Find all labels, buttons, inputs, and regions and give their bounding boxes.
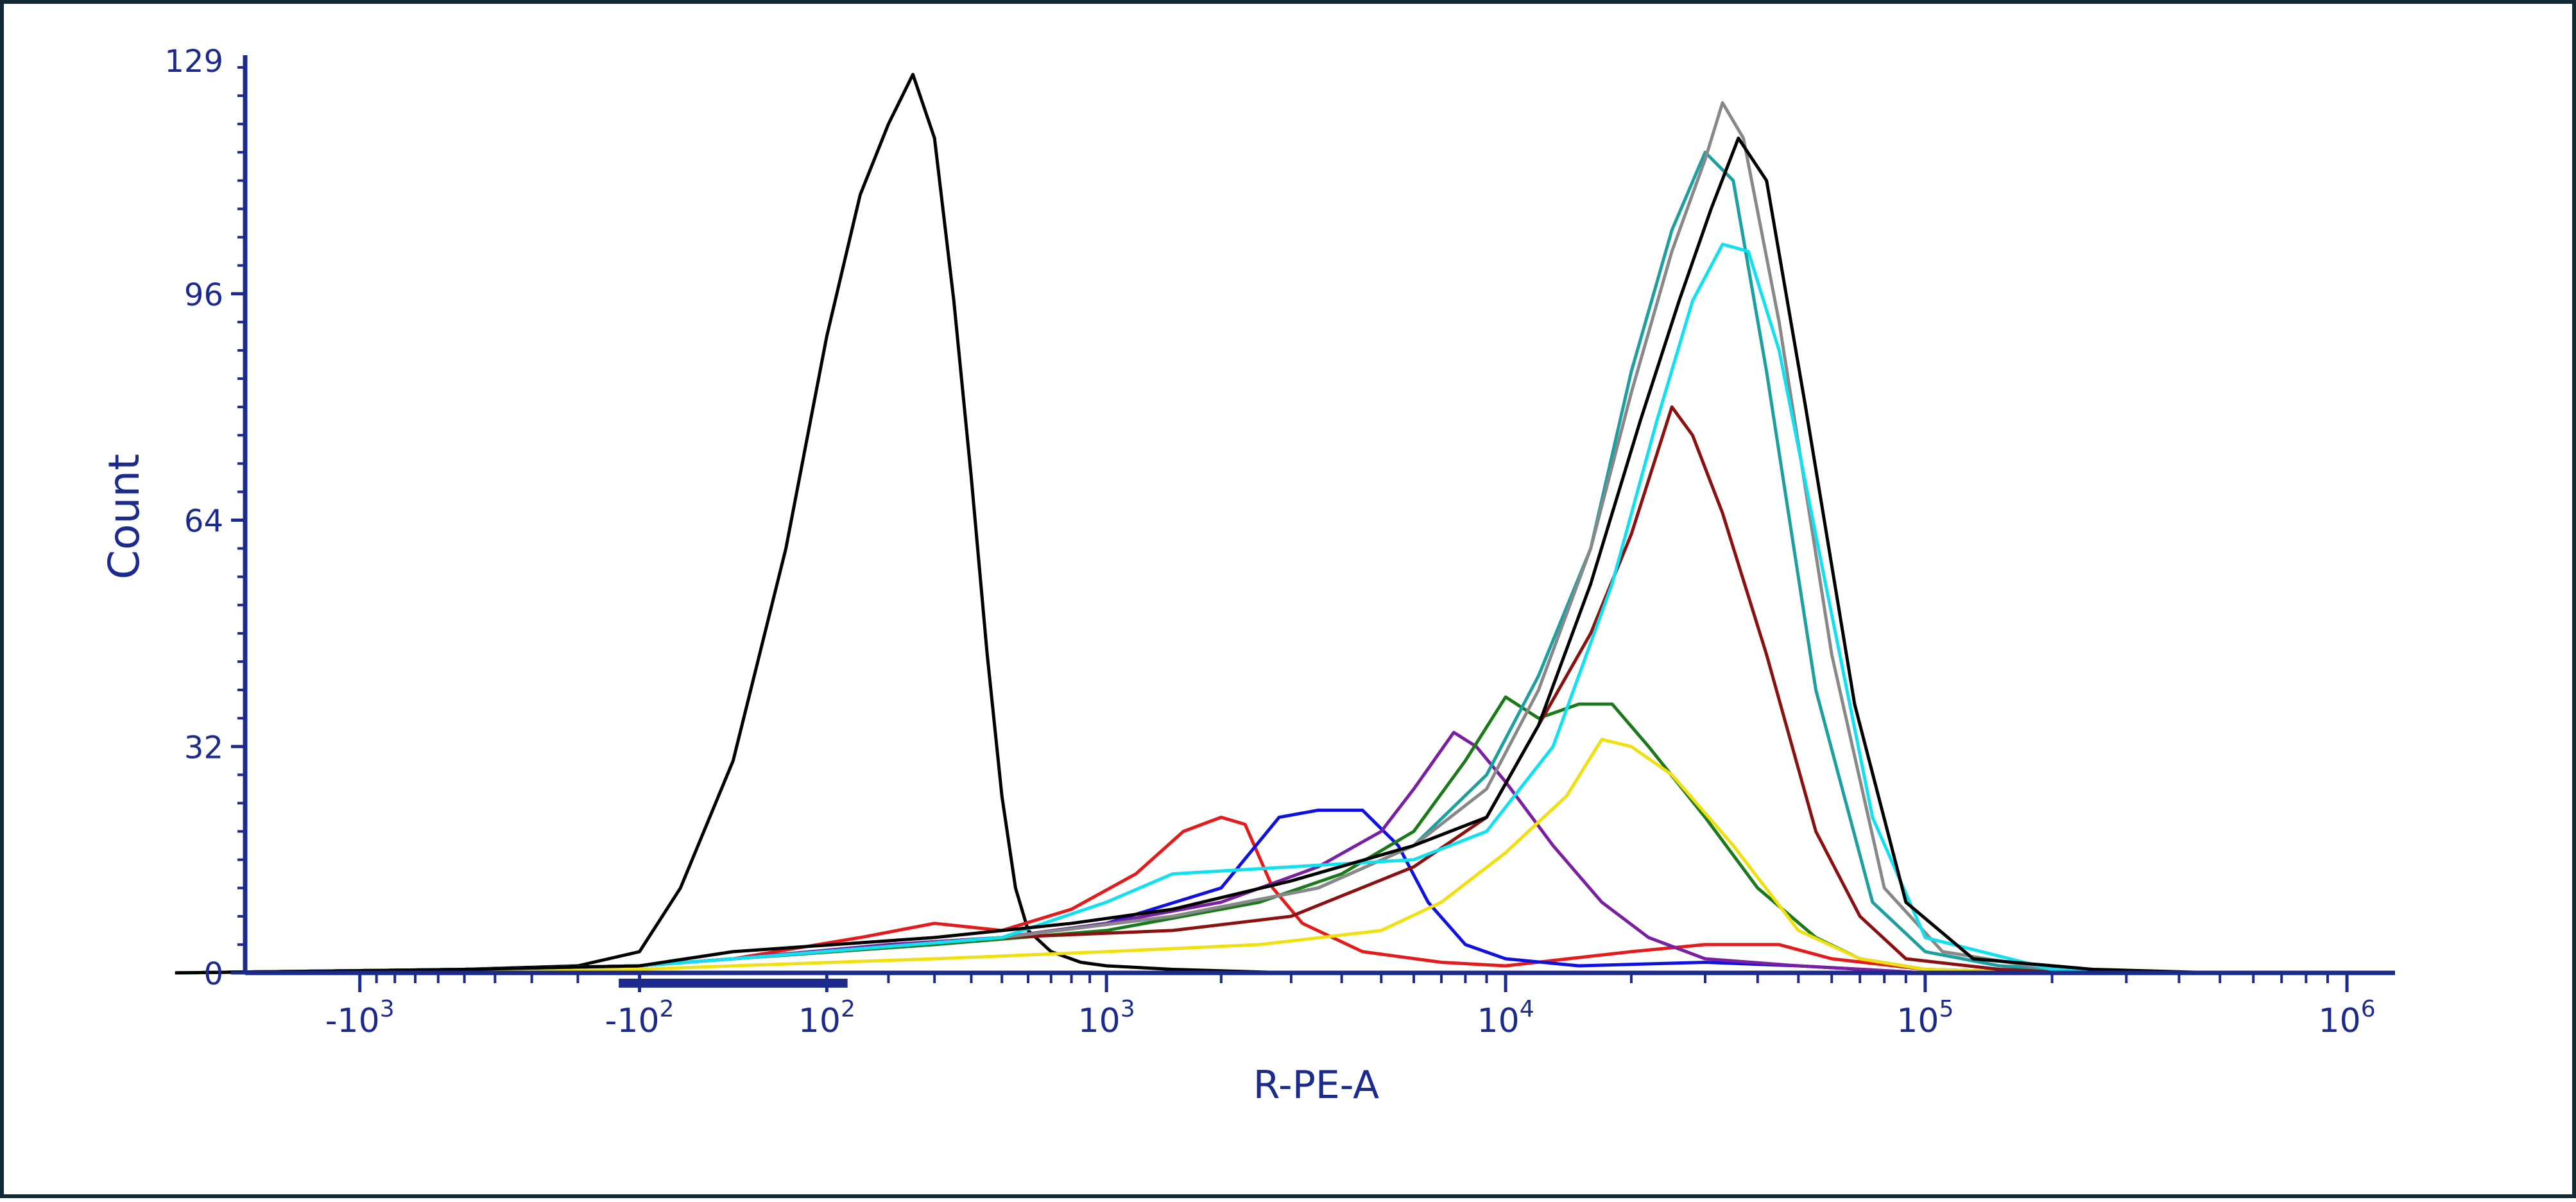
histogram-chart: 0 32 64 96 129 -103 -102 102 103 104 105 106 Count…	[99, 44, 2395, 1108]
series-line-11	[175, 136, 2220, 975]
y-axis-label: Count	[99, 454, 149, 580]
series-line-10	[175, 243, 2179, 975]
y-tick-label: 0	[203, 956, 223, 992]
y-tick-label: 32	[184, 730, 223, 766]
y-ticks: 0 32 64 96 129	[164, 44, 245, 992]
x-tick-label: 105	[1896, 996, 1953, 1040]
x-tick-label: 102	[798, 996, 855, 1040]
series-line-1	[175, 73, 1291, 975]
y-tick-label: 96	[184, 277, 223, 313]
x-tick-label: -102	[605, 996, 674, 1040]
y-tick-label: 129	[164, 44, 223, 80]
x-tick-label: -103	[325, 996, 395, 1040]
axis-layer: 0 32 64 96 129 -103 -102 102 103 104 105 106	[164, 44, 2395, 1040]
x-tick-label: 106	[2319, 996, 2376, 1040]
x-axis-label: R-PE-A	[1253, 1063, 1379, 1108]
series-line-7	[175, 405, 2127, 975]
series-line-8	[175, 150, 2127, 975]
series-line-6	[175, 737, 2052, 975]
series-layer	[175, 73, 2220, 975]
x-tick-label: 104	[1477, 996, 1534, 1040]
x-tick-label: 103	[1078, 996, 1135, 1040]
series-line-9	[175, 101, 2179, 975]
y-tick-label: 64	[184, 504, 223, 540]
x-ticks: -103 -102 102 103 104 105 106	[325, 973, 2376, 1040]
